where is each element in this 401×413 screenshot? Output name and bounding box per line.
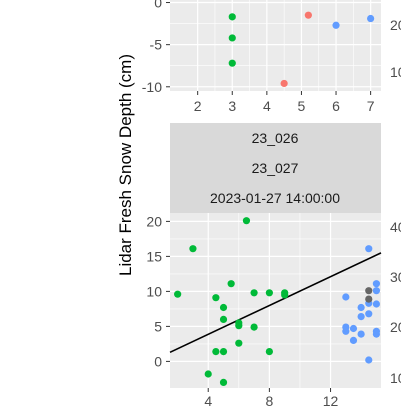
data-point-red	[304, 11, 312, 19]
y-tick-label: -5	[150, 37, 163, 53]
data-point-green	[212, 348, 220, 356]
data-point-green	[242, 217, 251, 225]
panel-background	[170, 0, 381, 91]
y-axis-label: Lidar Fresh Snow Depth (cm)	[116, 54, 135, 276]
data-point-blue	[372, 280, 381, 288]
data-point-blue	[367, 14, 375, 23]
x-tick-label: 4	[263, 98, 271, 114]
data-point-green	[228, 13, 236, 21]
adjacent-tick-label: 20	[390, 17, 401, 33]
adjacent-tick-label: 30	[390, 269, 401, 285]
data-point-green	[281, 291, 289, 299]
data-point-blue	[342, 293, 350, 301]
adjacent-panel-axis: 20 10 40 30 20 10	[390, 17, 401, 386]
data-point-green	[219, 315, 228, 323]
y-tick-label: 5	[154, 318, 162, 334]
data-point-grey	[365, 287, 373, 295]
data-point-green	[235, 339, 243, 347]
y-tick-label: 15	[146, 248, 162, 264]
data-point-blue	[365, 310, 373, 318]
data-point-blue	[342, 327, 350, 335]
x-tick-label: 6	[332, 98, 340, 114]
adjacent-tick-label: 10	[390, 370, 401, 386]
facet-strip-background	[170, 123, 381, 213]
x-tick-label: 3	[228, 98, 236, 114]
y-tick-label: 0	[154, 353, 162, 369]
adjacent-tick-label: 20	[390, 319, 401, 335]
facet-label-2: 23_027	[252, 160, 299, 176]
data-point-blue	[357, 313, 365, 321]
data-point-blue	[349, 336, 358, 344]
data-point-blue	[365, 356, 373, 364]
facet-strip: 23_026 23_027 2023-01-27 14:00:00	[170, 123, 381, 213]
top-panel: 2 3 4 5 6 7 0 -5 -10	[142, 0, 381, 114]
x-tick-label: 2	[194, 98, 202, 114]
data-point-green	[219, 348, 228, 356]
data-point-blue	[372, 300, 381, 308]
data-point-blue	[372, 330, 381, 338]
y-tick-label: 10	[146, 283, 162, 299]
data-point-green	[250, 289, 258, 297]
data-point-blue	[349, 324, 358, 333]
data-point-green	[228, 34, 236, 42]
data-point-green	[212, 294, 220, 302]
facet-label-1: 23_026	[252, 130, 299, 146]
data-point-blue	[357, 330, 365, 338]
data-point-blue	[332, 21, 340, 29]
data-point-grey	[365, 295, 373, 303]
data-point-blue	[365, 245, 373, 253]
y-tick-label: 20	[146, 213, 162, 229]
x-tick-label: 4	[204, 393, 212, 409]
data-point-green	[174, 290, 182, 298]
x-tick-label: 8	[265, 393, 273, 409]
x-tick-label: 12	[323, 393, 339, 409]
data-point-green	[204, 370, 212, 378]
data-point-red	[280, 79, 288, 88]
data-point-green	[265, 348, 273, 356]
y-tick-label: -10	[142, 79, 162, 95]
data-point-green	[228, 59, 236, 67]
data-point-green	[250, 323, 258, 331]
bottom-panel: 4 8 12 0 5 10 15 20	[146, 213, 382, 409]
adjacent-tick-label: 40	[390, 219, 401, 235]
data-point-green	[219, 303, 228, 312]
facet-label-3: 2023-01-27 14:00:00	[210, 190, 340, 206]
data-point-blue	[372, 287, 381, 295]
data-point-green	[189, 245, 197, 253]
data-point-green	[219, 378, 228, 386]
data-point-green	[227, 280, 235, 288]
x-tick-label: 5	[298, 98, 306, 114]
adjacent-tick-label: 10	[390, 64, 401, 80]
data-point-blue	[357, 303, 365, 312]
y-tick-label: 0	[154, 0, 162, 11]
data-point-green	[235, 322, 243, 330]
regression-line	[169, 252, 382, 354]
data-point-green	[265, 289, 273, 297]
x-tick-label: 7	[367, 98, 375, 114]
